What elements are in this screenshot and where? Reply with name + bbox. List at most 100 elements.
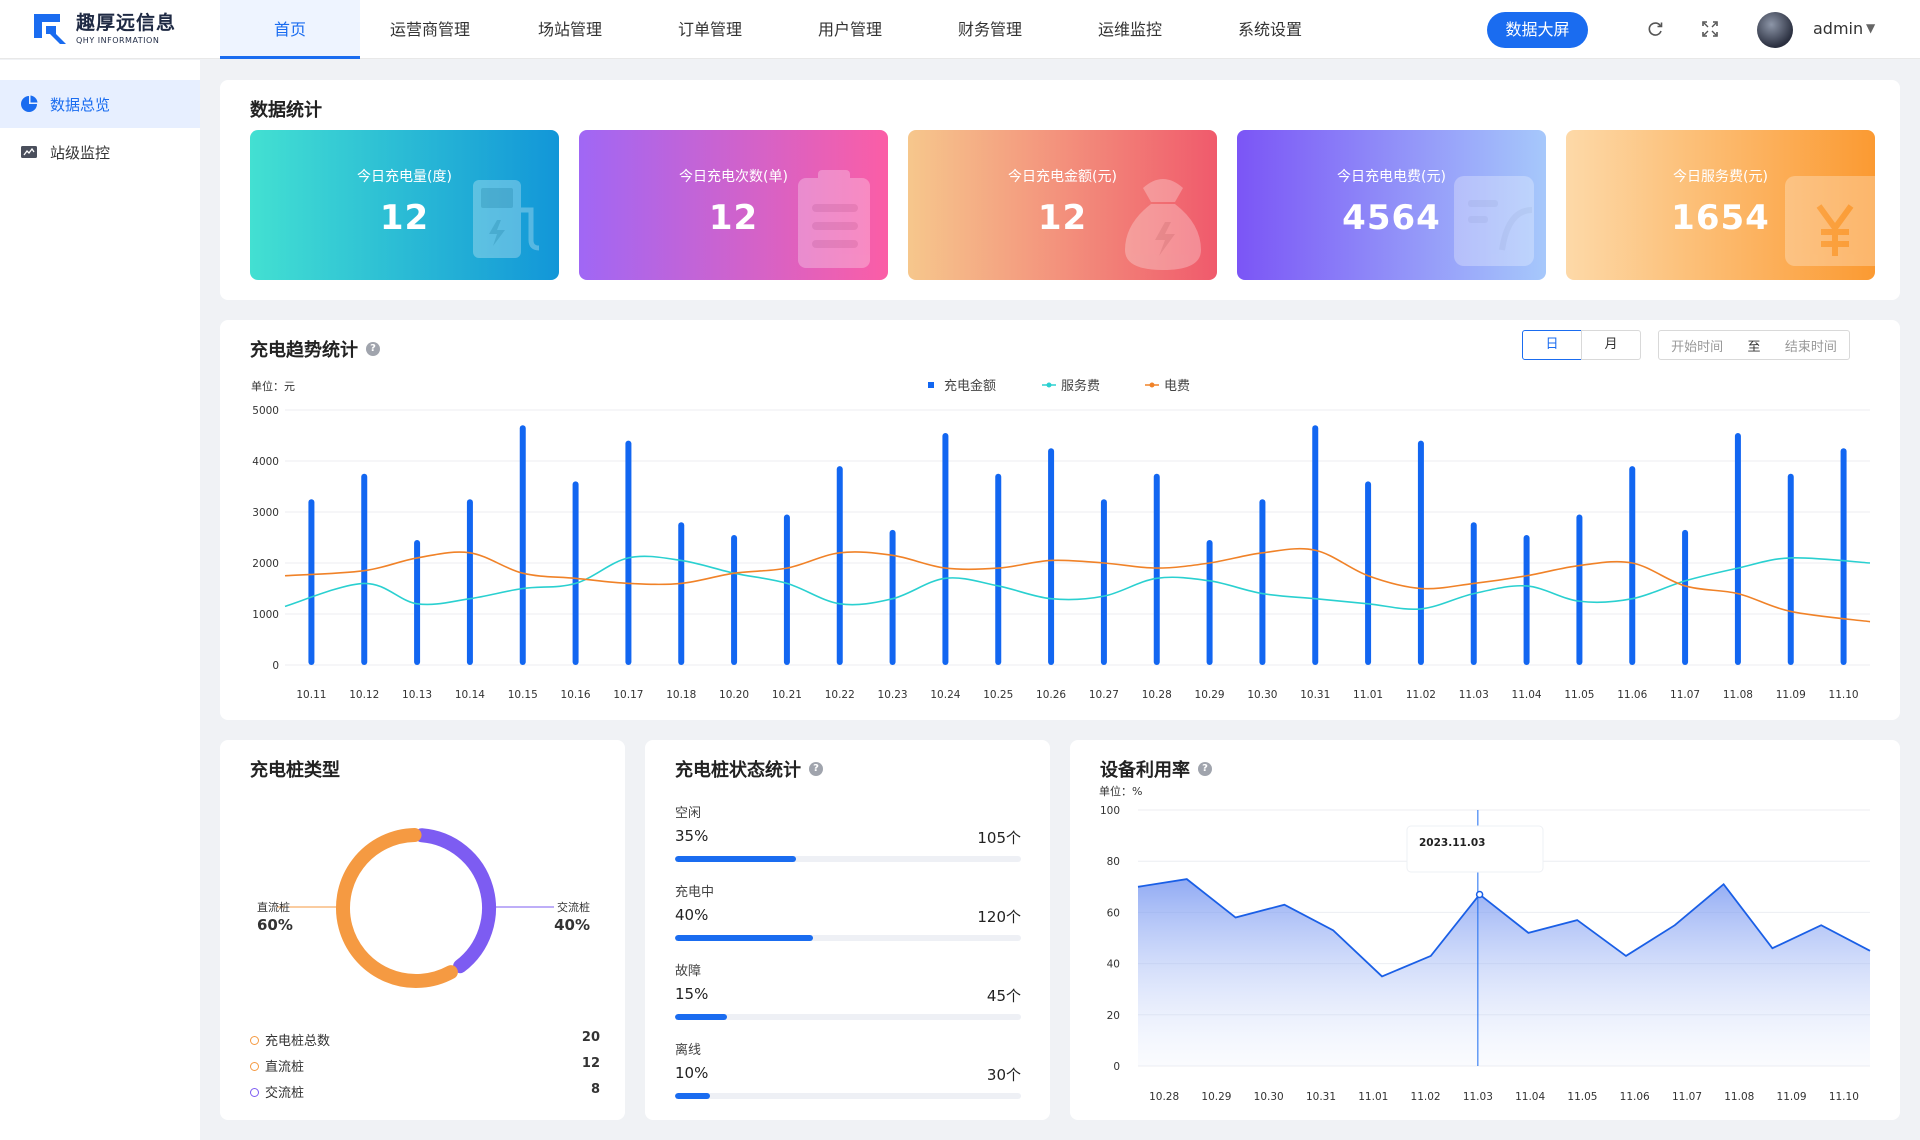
bar-charge-amount — [1787, 473, 1794, 665]
bar-charge-amount — [1734, 432, 1741, 665]
x-tick-label: 10.20 — [719, 689, 749, 701]
legend-ring-icon — [250, 1036, 259, 1045]
nav-ops-monitor[interactable]: 运维监控 — [1097, 20, 1162, 39]
x-tick-label: 10.12 — [349, 689, 379, 701]
y-tick-label: 5000 — [252, 405, 279, 417]
x-tick-label: 10.18 — [666, 689, 696, 701]
x-tick-label: 11.10 — [1829, 1091, 1859, 1103]
stat-card[interactable]: 今日服务费(元) 1654 — [1566, 130, 1875, 280]
main-nav: 首页 运营商管理 场站管理 订单管理 用户管理 财务管理 运维监控 系统设置 — [220, 0, 1340, 59]
y-tick-label: 100 — [1100, 805, 1120, 817]
logo-mark-icon — [34, 14, 66, 44]
x-tick-label: 11.04 — [1512, 689, 1542, 701]
bigscreen-button[interactable]: 数据大屏 — [1487, 12, 1588, 48]
date-separator: 至 — [1747, 339, 1761, 355]
help-icon[interactable]: ? — [366, 342, 380, 356]
nav-order[interactable]: 订单管理 — [677, 20, 742, 39]
bar-charge-amount — [625, 440, 632, 665]
x-tick-label: 10.28 — [1142, 689, 1172, 701]
nav-settings[interactable]: 系统设置 — [1237, 20, 1302, 39]
pile-summary-value: 20 — [581, 1030, 600, 1045]
pile-summary-row: 直流桩 12 — [250, 1056, 600, 1075]
date-end-input[interactable]: 结束时间 — [1784, 339, 1837, 355]
sidebar-item-overview[interactable]: 数据总览 — [0, 80, 200, 128]
legend-label: 充电金额 — [944, 379, 997, 394]
refresh-icon[interactable] — [1645, 19, 1665, 39]
date-start-input[interactable]: 开始时间 — [1671, 339, 1724, 355]
stat-card[interactable]: 今日充电金额(元) 12 — [908, 130, 1217, 280]
bar-charge-amount — [731, 534, 738, 665]
x-tick-label: 10.31 — [1306, 1091, 1336, 1103]
pile-type-title: 充电桩类型 — [250, 760, 340, 781]
stat-card[interactable]: 今日充电次数(单) 12 — [579, 130, 888, 280]
nav-home[interactable]: 首页 — [220, 0, 360, 59]
chevron-down-icon[interactable]: ▼ — [1866, 21, 1876, 35]
status-name: 故障 — [675, 964, 702, 979]
bar-charge-amount — [1682, 529, 1689, 665]
help-icon[interactable]: ? — [1198, 762, 1212, 776]
sidebar-item-label: 站级监控 — [50, 143, 111, 162]
tooltip-date: 2023.11.03 — [1419, 837, 1485, 849]
bar-charge-amount — [308, 499, 315, 665]
utilization-line — [1137, 878, 1871, 978]
tooltip-box — [1406, 825, 1544, 873]
bar-charge-amount — [1523, 534, 1530, 665]
x-tick-label: 11.06 — [1617, 689, 1647, 701]
pile-status-panel: 充电桩状态统计? 空闲 35% 105个 充电中 40% 120个 故障 15% 45… — [645, 740, 1050, 1120]
bar-charge-amount — [678, 522, 685, 665]
stat-value: 12 — [1037, 198, 1088, 238]
legend-item-amount[interactable]: 充电金额 — [928, 375, 996, 394]
nav-operator[interactable]: 运营商管理 — [389, 20, 470, 39]
status-count: 30个 — [986, 1066, 1021, 1084]
bar-charge-amount — [1259, 499, 1266, 665]
x-tick-label: 10.29 — [1201, 1091, 1231, 1103]
bar-charge-amount — [1840, 448, 1847, 665]
nav-station[interactable]: 场站管理 — [537, 20, 602, 39]
nav-user[interactable]: 用户管理 — [817, 20, 882, 39]
x-tick-label: 11.01 — [1358, 1091, 1388, 1103]
y-tick-label: 40 — [1107, 959, 1120, 971]
pile-summary-label: 交流桩 — [265, 1086, 305, 1101]
yuan-icon — [1785, 176, 1875, 266]
sidebar-item-station-monitor[interactable]: 站级监控 — [0, 128, 200, 176]
donut-label-ac: 交流桩 — [557, 900, 590, 914]
donut-slice-dc — [336, 828, 458, 988]
status-item: 充电中 40% 120个 — [675, 881, 1021, 941]
logo[interactable]: 趣厚远信息 QHY INFORMATION — [30, 12, 176, 46]
x-tick-label: 11.08 — [1724, 1091, 1754, 1103]
pile-type-donut-chart: 直流桩 60% 交流桩 40% — [257, 828, 590, 988]
hover-point — [1475, 890, 1484, 899]
bar-charge-amount — [1206, 540, 1213, 665]
pile-status-title: 充电桩状态统计 — [675, 760, 801, 781]
sidebar-item-label: 数据总览 — [50, 95, 111, 114]
status-name: 充电中 — [675, 885, 715, 900]
help-icon[interactable]: ? — [809, 762, 823, 776]
legend-item-service[interactable]: 服务费 — [1042, 375, 1100, 394]
line-service-fee — [284, 555, 1871, 611]
x-tick-label: 11.03 — [1459, 689, 1489, 701]
pile-summary-label: 直流桩 — [265, 1060, 305, 1075]
date-range-picker[interactable]: 开始时间 至 结束时间 — [1658, 330, 1850, 360]
bar-charge-amount — [836, 466, 843, 665]
stat-card[interactable]: 今日充电量(度) 12 — [250, 130, 559, 280]
username[interactable]: admin — [1813, 19, 1864, 38]
legend-item-electric[interactable]: 电费 — [1145, 375, 1190, 394]
bar-charge-amount — [995, 473, 1002, 665]
x-tick-label: 11.01 — [1353, 689, 1383, 701]
bar-charge-amount — [1365, 481, 1372, 665]
avatar[interactable] — [1757, 12, 1793, 48]
y-tick-label: 80 — [1107, 856, 1120, 868]
status-count: 45个 — [986, 987, 1021, 1005]
nav-finance[interactable]: 财务管理 — [957, 20, 1022, 39]
x-tick-label: 10.26 — [1036, 689, 1066, 701]
y-tick-label: 3000 — [252, 507, 279, 519]
x-tick-label: 11.04 — [1515, 1091, 1545, 1103]
charging-pile-icon — [473, 180, 540, 258]
donut-pct-ac: 40% — [554, 916, 590, 934]
toggle-month[interactable]: 月 — [1581, 330, 1641, 360]
fullscreen-icon[interactable] — [1700, 19, 1720, 39]
stat-label: 今日充电量(度) — [357, 169, 452, 185]
stat-card[interactable]: 今日充电电费(元) 4564 — [1237, 130, 1546, 280]
x-tick-label: 11.08 — [1723, 689, 1753, 701]
axis-unit-label: 单位：元 — [251, 379, 295, 393]
